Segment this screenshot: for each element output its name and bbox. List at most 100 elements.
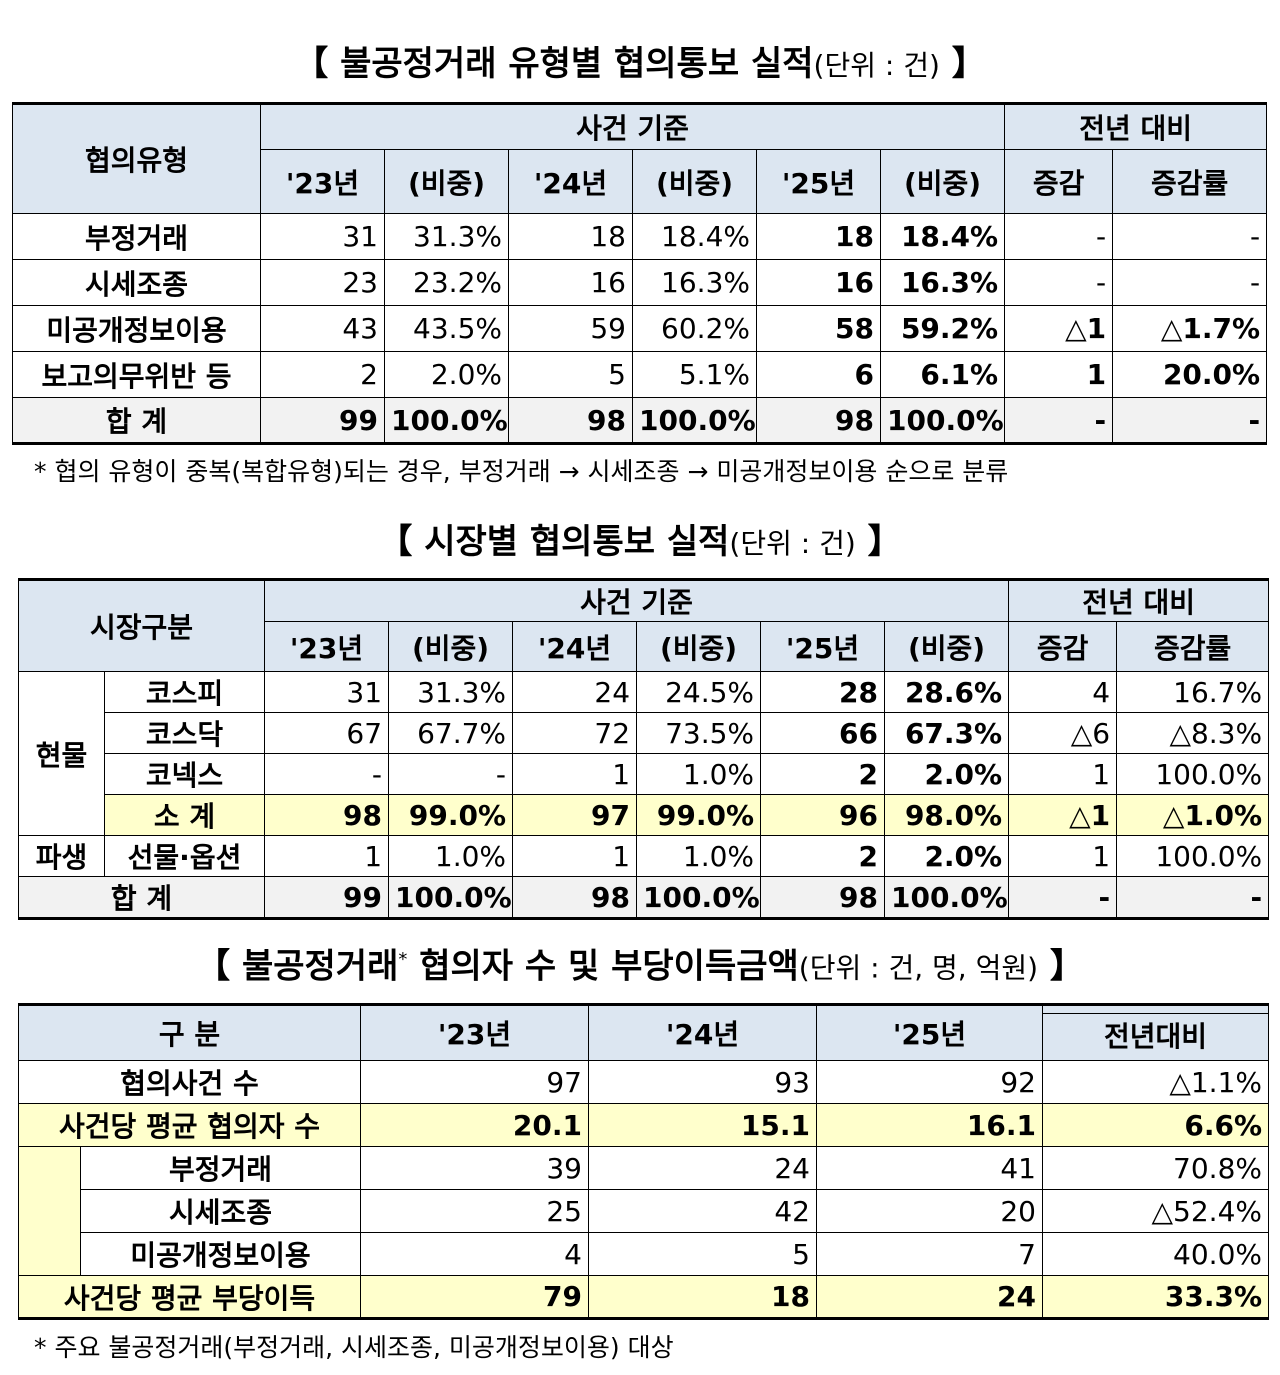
table-by-market: 시장구분 사건 기준 전년 대비 '23년 (비중) '24년 (비중) '25… [17,578,1270,920]
t2-subtotal-row: 소 계 98 99.0% 97 99.0% 96 98.0% △1 △1.0% [19,794,1270,836]
t2-cell-v24: 24 [512,671,638,713]
table3-unit: (단위 : 건, 명, 억원) [798,951,1039,985]
t1-cell-v25: 58 [756,305,881,352]
t1-cell-v24: 18 [508,213,633,260]
t1-cell-v23: 43 [260,305,385,352]
table2-title-text: 【 시장별 협의통보 실적 [378,522,730,562]
t3-cell-yoy: 40.0% [1042,1232,1269,1276]
t2-spot-label: 현물 [18,671,105,836]
t1-row: 보고의무위반 등 2 2.0% 5 5.1% 6 6.1% 1 20.0% [12,351,1268,398]
table2-unit: (단위 : 건) [729,527,856,560]
t1-row: 부정거래 31 31.3% 18 18.4% 18 18.4% - - [12,213,1268,260]
t2-cell-chg: 1 [1008,753,1118,795]
t2-cell-v24: 72 [512,712,638,754]
t3-cell-v24: 5 [588,1232,817,1276]
t2-head-y25: '25년 [760,621,886,672]
t1-total-s24: 100.0% [632,397,757,444]
t2-head-case: 사건 기준 [264,578,1010,622]
t2-deriv-row: 파생 선물·옵션 1 1.0% 1 1.0% 2 2.0% 1 100.0% [18,835,1270,877]
t1-cell-chg: △1 [1004,305,1114,352]
t2-head-type: 시장구분 [17,578,266,672]
t2-cell-rate: 16.7% [1116,671,1270,713]
t3-cell-v25: 7 [816,1232,1043,1276]
t2-deriv-group: 파생 [18,835,105,877]
t1-head-share24: (비중) [632,149,757,214]
t1-cell-chg: - [1004,259,1114,306]
t1-cell-v24: 5 [508,351,633,398]
t1-cell-v23: 31 [260,213,385,260]
t3-cell-v23: 25 [360,1189,589,1233]
t1-head-rate: 증감률 [1112,149,1268,214]
t1-cell-v23: 23 [260,259,385,306]
t1-head-y25: '25년 [756,149,881,214]
t3-cell-v24: 93 [588,1060,817,1104]
t2-deriv-s24: 1.0% [636,835,762,877]
t2-total-label: 합 계 [17,876,266,919]
t1-row-label: 보고의무위반 등 [12,351,261,398]
t1-row: 미공개정보이용 43 43.5% 59 60.2% 58 59.2% △1 △1.7% [12,305,1268,352]
t1-cell-rate: △1.7% [1112,305,1268,352]
table2-title-end: 】 [855,522,902,562]
table-participants: 구 분 '23년 '24년 '25년 전년대비 협의사건 수 97 93 92 △1.1… [18,1003,1269,1320]
t2-deriv-s23: 1.0% [388,835,514,877]
t2-subtotal-v23: 98 [264,794,390,836]
t3-cell-v25: 20 [816,1189,1043,1233]
table1-title-end: 】 [939,44,986,84]
t2-cell-v24: 1 [512,753,638,795]
t1-row-label: 시세조종 [12,259,261,306]
t3-indent-cell [18,1146,81,1276]
t1-cell-s23: 43.5% [384,305,509,352]
t2-subtotal-s24: 99.0% [636,794,762,836]
t3-row-label: 협의사건 수 [18,1060,361,1104]
t2-deriv-label: 선물·옵션 [103,835,266,877]
t1-total-v25: 98 [756,397,881,444]
t3-cell-yoy: △52.4% [1042,1189,1269,1233]
t1-head-y23: '23년 [260,149,385,214]
t1-cell-rate: - [1112,213,1268,260]
t3-head-y24: '24년 [588,1003,817,1061]
t3-head-yoy: 전년대비 [1043,1013,1268,1060]
t1-cell-v25: 16 [756,259,881,306]
t3-row: 미공개정보이용 4 5 7 40.0% [19,1232,1269,1276]
t1-cell-s23: 2.0% [384,351,509,398]
t3-row-label: 사건당 평균 협의자 수 [18,1103,361,1147]
t1-cell-s23: 23.2% [384,259,509,306]
table1-title: 【 불공정거래 유형별 협의통보 실적(단위 : 건) 】 [0,44,1280,86]
t2-row-label: 코넥스 [103,753,266,795]
t2-cell-v23: - [264,753,390,795]
t3-cell-v25: 24 [816,1275,1043,1319]
t1-head-y24: '24년 [508,149,633,214]
t2-deriv-rate: 100.0% [1116,835,1270,877]
t2-deriv-v25: 2 [760,835,886,877]
t2-row-label: 코스피 [103,671,266,713]
t3-row-label: 시세조종 [80,1189,361,1233]
t2-cell-s25: 28.6% [884,671,1010,713]
t3-cell-v23: 39 [360,1146,589,1190]
t3-row: 협의사건 수 97 93 92 △1.1% [18,1060,1269,1104]
t2-row: 코스닥 67 67.7% 72 73.5% 66 67.3% △6 △8.3% [19,712,1270,754]
t1-total-v24: 98 [508,397,633,444]
t2-row: 코넥스 - -1 1.0% 2 2.0% 1 100.0% [19,753,1270,795]
table3-title: 【 불공정거래* 협의자 수 및 부당이득금액(단위 : 건, 명, 억원) 】 [0,940,1280,988]
t1-cell-s24: 16.3% [632,259,757,306]
t2-cell-v23: 31 [264,671,390,713]
t1-cell-v24: 16 [508,259,633,306]
t2-head-chg: 증감 [1008,621,1118,672]
table1-title-text: 【 불공정거래 유형별 협의통보 실적 [294,44,814,84]
t1-row-label: 미공개정보이용 [12,305,261,352]
t1-cell-chg: 1 [1004,351,1114,398]
t2-total-row: 합 계 99 100.0% 98 100.0% 98 100.0% - - [17,876,1270,919]
t2-total-rate: - [1116,876,1270,919]
t1-total-chg: - [1004,397,1114,444]
t3-cell-v23: 79 [360,1275,589,1319]
t3-cell-v24: 42 [588,1189,817,1233]
t3-cell-v23: 4 [360,1232,589,1276]
t2-cell-s23: 67.7% [388,712,514,754]
table3-title-rest: 협의자 수 및 부당이득금액 [407,946,799,987]
t2-total-v24: 98 [512,876,638,919]
t2-total-v25: 98 [760,876,886,919]
t2-head-share25: (비중) [884,621,1010,672]
t1-head-chg: 증감 [1004,149,1114,214]
t3-head-yoy-cell: 전년대비 [1042,1003,1269,1061]
table1-unit: (단위 : 건) [813,49,940,82]
